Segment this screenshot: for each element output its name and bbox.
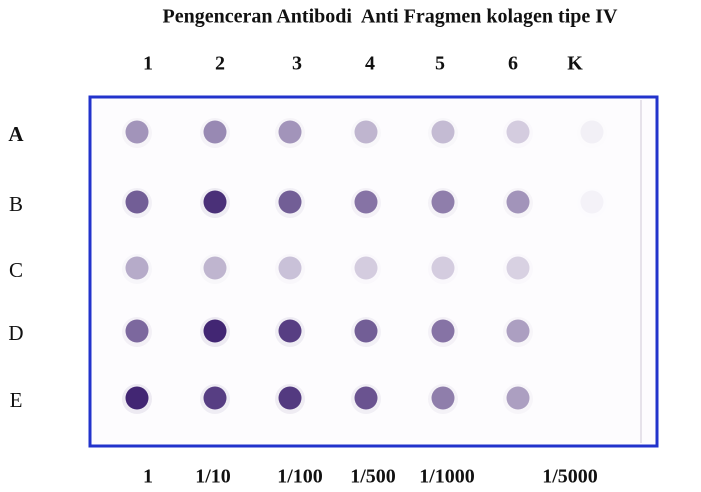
dot — [507, 257, 530, 280]
dot — [204, 121, 227, 144]
column-label: 5 — [435, 53, 445, 75]
dot — [355, 387, 378, 410]
dilution-label: 1/10 — [195, 466, 231, 488]
dot — [432, 257, 455, 280]
dot — [279, 257, 302, 280]
dot — [355, 320, 378, 343]
dot — [432, 191, 455, 214]
dot — [581, 121, 604, 144]
dot — [355, 191, 378, 214]
dot — [581, 191, 604, 214]
dilution-label: 1/1000 — [419, 466, 475, 488]
dot — [432, 121, 455, 144]
dot — [126, 191, 149, 214]
dot — [204, 320, 227, 343]
dot — [432, 387, 455, 410]
column-label: 1 — [143, 53, 153, 75]
row-label: A — [8, 122, 24, 146]
dot — [355, 257, 378, 280]
dilution-label: 1/5000 — [542, 466, 598, 488]
column-label: K — [567, 53, 583, 75]
column-label: 3 — [292, 53, 302, 75]
dilution-label: 1/500 — [350, 466, 396, 488]
dot-blot: Pengenceran Antibodi Anti Fragmen kolage… — [0, 0, 701, 492]
dot — [507, 320, 530, 343]
dot — [279, 387, 302, 410]
dot — [279, 121, 302, 144]
dot — [279, 320, 302, 343]
dot — [126, 320, 149, 343]
dot — [126, 257, 149, 280]
dot — [355, 121, 378, 144]
column-label: 6 — [508, 53, 518, 75]
dot — [432, 320, 455, 343]
dot — [507, 387, 530, 410]
column-label: 2 — [215, 53, 225, 75]
dot — [204, 257, 227, 280]
dot — [126, 121, 149, 144]
dot — [204, 387, 227, 410]
dilution-label: 1/100 — [277, 466, 323, 488]
dot — [507, 191, 530, 214]
dot — [279, 191, 302, 214]
dilution-label: 1 — [143, 466, 153, 488]
row-label: B — [9, 192, 23, 216]
column-label: 4 — [365, 53, 375, 75]
dot — [126, 387, 149, 410]
row-label: D — [8, 321, 23, 345]
row-label: C — [9, 258, 23, 282]
row-label: E — [10, 388, 23, 412]
title: Pengenceran Antibodi Anti Fragmen kolage… — [162, 6, 618, 28]
dot — [507, 121, 530, 144]
dot — [204, 191, 227, 214]
